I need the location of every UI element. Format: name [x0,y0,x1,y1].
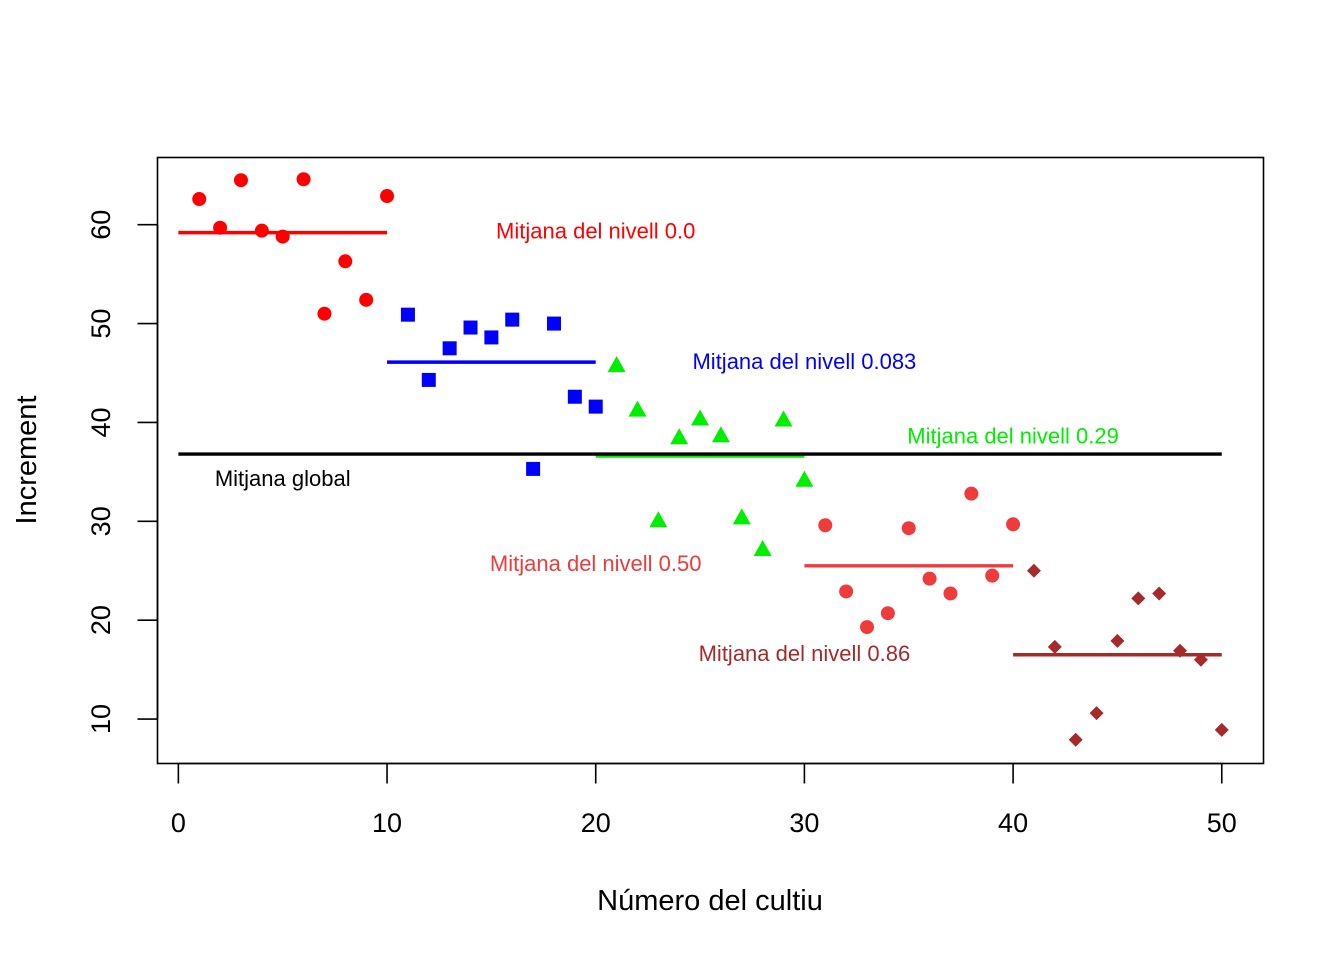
y-tick-label: 20 [86,605,116,635]
data-point [901,521,916,536]
data-point [275,229,290,244]
y-axis: 10 20 30 40 50 60 [86,210,159,734]
data-point [380,189,395,204]
data-point [526,461,541,476]
data-point [296,172,311,187]
data-point [400,307,415,322]
data-points [192,172,1229,747]
data-point [1173,643,1188,658]
data-point [588,399,603,414]
data-point [860,620,875,635]
data-point [985,568,1000,583]
data-point [839,584,854,599]
data-point [628,400,647,417]
y-tick-label: 60 [86,210,116,240]
data-point [1193,652,1208,667]
y-tick-label: 30 [86,506,116,536]
annotation-label: Mitjana del nivell 0.083 [692,349,916,374]
data-point [359,292,374,307]
data-point [964,486,979,501]
x-tick-label: 20 [581,808,611,838]
data-point [233,173,248,188]
data-point [338,254,353,269]
data-point [484,330,499,345]
data-point [774,410,793,427]
y-tick-label: 50 [86,309,116,339]
data-point [922,571,937,586]
x-tick-label: 40 [998,808,1028,838]
annotation-label: Mitjana del nivell 0.86 [699,641,911,666]
data-point [192,192,207,207]
data-point [1026,563,1041,578]
x-axis: 0 10 20 30 40 50 [171,762,1237,838]
data-point [1089,706,1104,721]
data-point [649,511,668,528]
data-point [753,539,772,556]
y-tick-label: 40 [86,407,116,437]
data-point [442,341,457,356]
y-axis-title: Increment [11,396,43,525]
data-point [818,518,833,533]
data-point [607,356,626,373]
data-point [1047,639,1062,654]
data-point [1006,517,1021,532]
data-point [1110,633,1125,648]
data-point [213,220,228,235]
data-point [567,389,582,404]
data-point [1152,586,1167,601]
x-tick-label: 50 [1207,808,1237,838]
data-point [732,508,751,525]
data-point [254,223,269,238]
x-tick-label: 0 [171,808,186,838]
annotation-label: Mitjana del nivell 0.29 [907,423,1119,448]
data-point [1131,591,1146,606]
data-point [1068,732,1083,747]
plot-frame [156,156,1265,765]
data-point [421,372,436,387]
data-point [1214,722,1229,737]
x-tick-label: 10 [372,808,402,838]
data-point [711,426,730,443]
annotation-label: Mitjana del nivell 0.50 [490,551,702,576]
y-tick-label: 10 [86,704,116,734]
data-point [880,606,895,621]
data-point [546,316,561,331]
data-point [943,586,958,601]
annotations: Mitjana del nivell 0.0 Mitjana del nivell… [215,219,1119,666]
mean-lines [178,230,1222,657]
data-point [795,470,814,487]
annotation-label: Mitjana del nivell 0.0 [496,219,695,244]
data-point [670,428,689,445]
x-tick-label: 30 [789,808,819,838]
annotation-label: Mitjana global [215,466,351,491]
data-point [691,409,710,426]
data-point [505,312,520,327]
x-axis-title: Número del cultiu [597,885,823,917]
data-point [317,306,332,321]
data-point [463,320,478,335]
